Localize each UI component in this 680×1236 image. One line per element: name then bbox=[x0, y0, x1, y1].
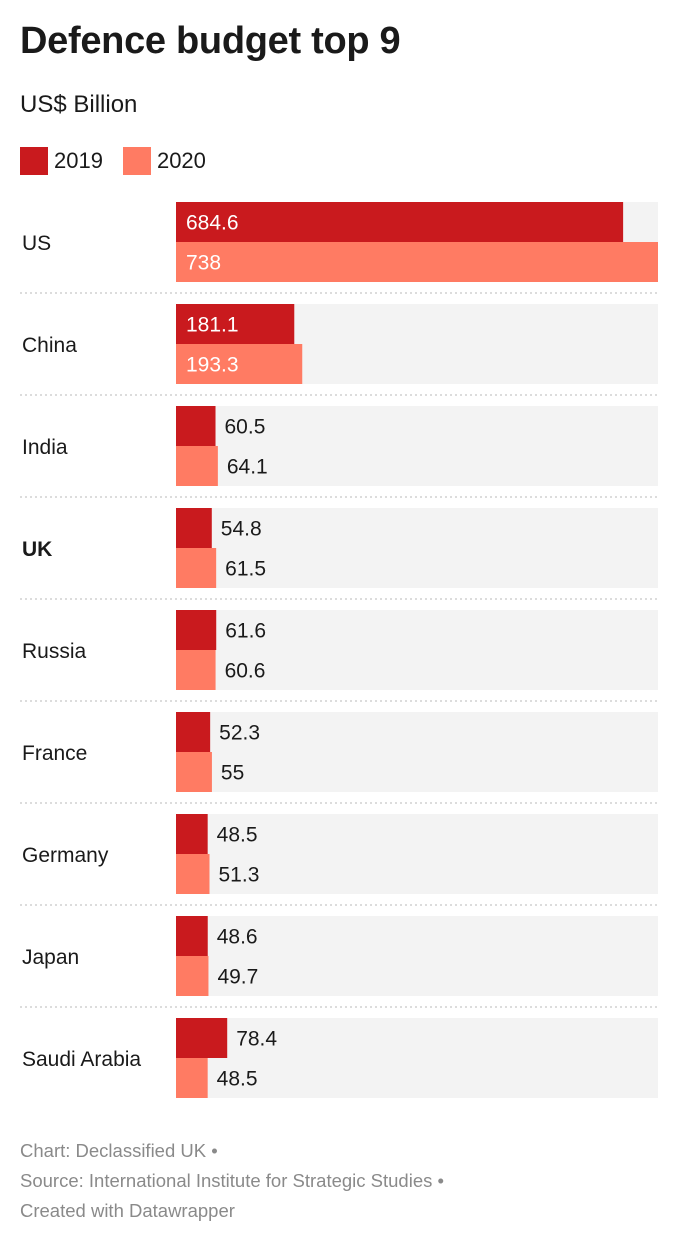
bar-2020 bbox=[176, 344, 303, 384]
value-label-2019: 52.3 bbox=[219, 722, 260, 745]
value-label-2019: 48.5 bbox=[217, 824, 258, 847]
legend-item-2020: 2020 bbox=[122, 147, 206, 175]
bar-2020 bbox=[176, 956, 209, 996]
category-label: UK bbox=[22, 538, 52, 561]
bar-2019 bbox=[176, 610, 217, 650]
value-label-2019: 684.6 bbox=[186, 212, 239, 235]
value-label-2020: 55 bbox=[221, 762, 244, 785]
footer-credit: Chart: Declassified UK • bbox=[20, 1140, 218, 1161]
value-label-2020: 61.5 bbox=[225, 558, 266, 581]
bar-2019 bbox=[176, 712, 211, 752]
legend-swatch-2019 bbox=[20, 147, 48, 175]
legend-label-2019: 2019 bbox=[54, 148, 103, 173]
value-label-2020: 51.3 bbox=[219, 864, 260, 887]
value-label-2020: 60.6 bbox=[225, 660, 266, 683]
bar-track-saudi-arabia bbox=[176, 1018, 658, 1098]
bar-2020 bbox=[176, 650, 216, 690]
value-label-2019: 61.6 bbox=[225, 620, 266, 643]
value-label-2019: 54.8 bbox=[221, 518, 262, 541]
bar-2019 bbox=[176, 916, 208, 956]
bar-2019 bbox=[176, 814, 208, 854]
legend: 2019 2020 bbox=[20, 147, 226, 175]
category-label: Saudi Arabia bbox=[22, 1048, 141, 1071]
value-label-2020: 193.3 bbox=[186, 354, 239, 377]
bar-2019 bbox=[176, 304, 295, 344]
category-label: China bbox=[22, 334, 77, 357]
value-label-2020: 738 bbox=[186, 252, 221, 275]
bar-2020 bbox=[176, 548, 217, 588]
legend-item-2019: 2019 bbox=[20, 147, 103, 175]
bar-track-india bbox=[176, 406, 658, 486]
bar-2019 bbox=[176, 1018, 228, 1058]
category-label: Germany bbox=[22, 844, 109, 867]
bar-track-japan bbox=[176, 916, 658, 996]
bar-2020 bbox=[176, 242, 658, 282]
chart-footer: Chart: Declassified UK • Source: Interna… bbox=[20, 1136, 444, 1226]
footer-created-with: Created with Datawrapper bbox=[20, 1200, 235, 1221]
value-label-2019: 78.4 bbox=[236, 1028, 277, 1051]
value-label-2019: 60.5 bbox=[225, 416, 266, 439]
category-label: Japan bbox=[22, 946, 79, 969]
chart-subtitle: US$ Billion bbox=[20, 91, 138, 118]
bar-track-france bbox=[176, 712, 658, 792]
bar-track-uk bbox=[176, 508, 658, 588]
bar-2020 bbox=[176, 752, 212, 792]
bar-track-russia bbox=[176, 610, 658, 690]
bar-2019 bbox=[176, 406, 216, 446]
value-label-2019: 181.1 bbox=[186, 314, 239, 337]
bar-2020 bbox=[176, 1058, 208, 1098]
category-label: US bbox=[22, 232, 51, 255]
bar-2020 bbox=[176, 854, 210, 894]
legend-label-2020: 2020 bbox=[156, 148, 206, 173]
bar-2020 bbox=[176, 446, 218, 486]
chart-title: Defence budget top 9 bbox=[20, 20, 401, 62]
value-label-2019: 48.6 bbox=[217, 926, 258, 949]
category-label: France bbox=[22, 742, 87, 765]
legend-swatch-2020 bbox=[122, 147, 151, 175]
bar-2019 bbox=[176, 202, 624, 242]
category-label: Russia bbox=[22, 640, 87, 663]
category-label: India bbox=[22, 436, 68, 459]
bar-2019 bbox=[176, 508, 212, 548]
value-label-2020: 64.1 bbox=[227, 456, 268, 479]
value-label-2020: 49.7 bbox=[217, 966, 258, 989]
footer-source: Source: International Institute for Stra… bbox=[20, 1170, 444, 1191]
value-label-2020: 48.5 bbox=[217, 1068, 258, 1091]
bar-track-germany bbox=[176, 814, 658, 894]
